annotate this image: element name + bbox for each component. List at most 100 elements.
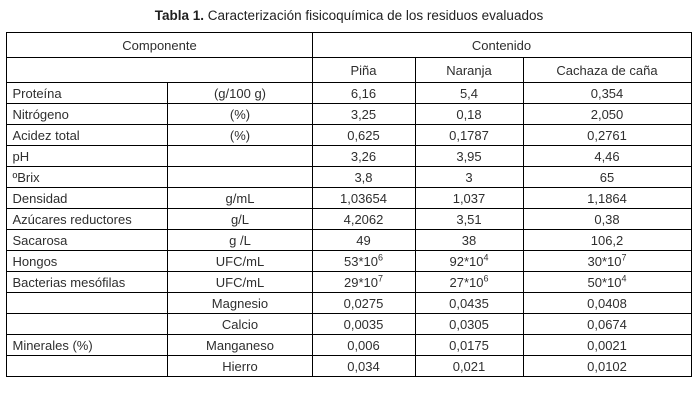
cell-value-pina: 6,16 xyxy=(311,82,416,104)
cell-component: Proteína xyxy=(6,82,169,104)
cell-value-naranja: 0,021 xyxy=(414,355,524,377)
value-base: 50*10 xyxy=(587,274,622,290)
value-base: 106,2 xyxy=(590,232,624,248)
value-base: 29*10 xyxy=(344,274,378,290)
value-base: 1,03654 xyxy=(340,190,387,206)
header-col-pina: Piña xyxy=(311,57,416,83)
cell-component: Azúcares reductores xyxy=(6,208,169,230)
value-base: 3 xyxy=(465,169,473,185)
value-base: 3,51 xyxy=(456,211,482,227)
cell-component: Densidad xyxy=(6,187,169,209)
cell-value-naranja: 0,1787 xyxy=(414,124,524,146)
characterization-table: Componente Contenido Piña Naranja Cachaz… xyxy=(6,32,692,377)
cell-value-cachaza: 0,0674 xyxy=(522,313,692,335)
cell-value-pina: 29*107 xyxy=(311,271,416,293)
header-row-samples: Piña Naranja Cachaza de caña xyxy=(6,57,692,83)
cell-value-cachaza: 0,0408 xyxy=(522,292,692,314)
table-title-number: Tabla 1. xyxy=(154,8,205,23)
cell-value-naranja: 3,95 xyxy=(414,145,524,167)
value-base: 30*10 xyxy=(587,253,622,269)
value-base: 0,0035 xyxy=(343,316,384,332)
value-base: 0,021 xyxy=(452,358,486,374)
value-base: 1,037 xyxy=(452,190,486,206)
header-col-naranja: Naranja xyxy=(414,57,524,83)
cell-unit: (%) xyxy=(167,103,313,125)
value-base: 5,4 xyxy=(459,85,479,101)
cell-value-naranja: 5,4 xyxy=(414,82,524,104)
cell-value-cachaza: 0,2761 xyxy=(522,124,692,146)
table-row-hongos: Hongos UFC/mL 53*106 92*104 30*107 xyxy=(6,250,692,272)
cell-value-pina: 0,0035 xyxy=(311,313,416,335)
cell-component xyxy=(6,355,169,377)
table-title-text: Caracterización fisicoquímica de los res… xyxy=(204,8,544,23)
cell-value-pina: 0,625 xyxy=(311,124,416,146)
value-base: 0,0435 xyxy=(449,295,489,311)
value-base: 6,16 xyxy=(350,85,377,101)
cell-unit xyxy=(167,166,313,188)
value-base: 3,95 xyxy=(456,148,482,164)
table-row-sacarosa: Sacarosa g /L 49 38 106,2 xyxy=(6,229,692,251)
cell-value-cachaza: 30*107 xyxy=(522,250,692,272)
cell-value-pina: 49 xyxy=(311,229,416,251)
value-base: 2,050 xyxy=(590,106,624,122)
cell-value-naranja: 0,0435 xyxy=(414,292,524,314)
cell-value-cachaza: 1,1864 xyxy=(522,187,692,209)
value-base: 3,26 xyxy=(350,148,377,164)
value-base: 0,0175 xyxy=(449,337,489,353)
cell-unit: Hierro xyxy=(167,355,313,377)
table-row-brix: ºBrix 3,8 3 65 xyxy=(6,166,692,188)
table-title: Tabla 1. Caracterización fisicoquímica d… xyxy=(0,0,698,25)
cell-value-cachaza: 0,0021 xyxy=(522,334,692,356)
cell-unit: g /L xyxy=(167,229,313,251)
cell-value-pina: 0,006 xyxy=(311,334,416,356)
header-col-cachaza: Cachaza de caña xyxy=(522,57,692,83)
cell-unit: (%) xyxy=(167,124,313,146)
cell-component xyxy=(6,292,169,314)
cell-unit: Calcio xyxy=(167,313,313,335)
cell-value-naranja: 0,0175 xyxy=(414,334,524,356)
value-exponent: 7 xyxy=(377,273,383,284)
value-base: 53*10 xyxy=(344,253,378,269)
cell-component: Hongos xyxy=(6,250,169,272)
value-base: 0,0021 xyxy=(587,337,627,353)
value-base: 0,0305 xyxy=(449,316,489,332)
header-contenido: Contenido xyxy=(311,32,692,58)
cell-value-pina: 3,25 xyxy=(311,103,416,125)
value-base: 0,38 xyxy=(594,211,620,227)
cell-unit: UFC/mL xyxy=(167,271,313,293)
header-componente: Componente xyxy=(6,32,313,58)
cell-unit: g/L xyxy=(167,208,313,230)
cell-value-pina: 3,26 xyxy=(311,145,416,167)
cell-value-pina: 4,2062 xyxy=(311,208,416,230)
cell-value-naranja: 3,51 xyxy=(414,208,524,230)
cell-component: Minerales (%) xyxy=(6,334,169,356)
value-base: 3,8 xyxy=(354,169,373,185)
value-base: 0,1787 xyxy=(449,127,489,143)
table-row-proteina: Proteína (g/100 g) 6,16 5,4 0,354 xyxy=(6,82,692,104)
cell-value-cachaza: 0,354 xyxy=(522,82,692,104)
value-exponent: 4 xyxy=(483,252,489,263)
cell-component: Nitrógeno xyxy=(6,103,169,125)
cell-unit: Manganeso xyxy=(167,334,313,356)
cell-value-cachaza: 4,46 xyxy=(522,145,692,167)
table-row-densidad: Densidad g/mL 1,03654 1,037 1,1864 xyxy=(6,187,692,209)
cell-component xyxy=(6,313,169,335)
cell-unit: UFC/mL xyxy=(167,250,313,272)
table-row-nitrogeno: Nitrógeno (%) 3,25 0,18 2,050 xyxy=(6,103,692,125)
cell-unit xyxy=(167,145,313,167)
cell-value-naranja: 0,0305 xyxy=(414,313,524,335)
table-row-magnesio: Magnesio 0,0275 0,0435 0,0408 xyxy=(6,292,692,314)
value-exponent: 4 xyxy=(621,273,627,284)
value-base: 1,1864 xyxy=(587,190,627,206)
table-row-acidez-total: Acidez total (%) 0,625 0,1787 0,2761 xyxy=(6,124,692,146)
cell-value-naranja: 38 xyxy=(414,229,524,251)
cell-value-cachaza: 65 xyxy=(522,166,692,188)
cell-component: ºBrix xyxy=(6,166,169,188)
cell-component: pH xyxy=(6,145,169,167)
value-base: 0,0102 xyxy=(587,358,627,374)
value-base: 38 xyxy=(461,232,477,248)
cell-value-cachaza: 50*104 xyxy=(522,271,692,293)
table-row-calcio: Calcio 0,0035 0,0305 0,0674 xyxy=(6,313,692,335)
value-base: 0,354 xyxy=(590,85,624,101)
